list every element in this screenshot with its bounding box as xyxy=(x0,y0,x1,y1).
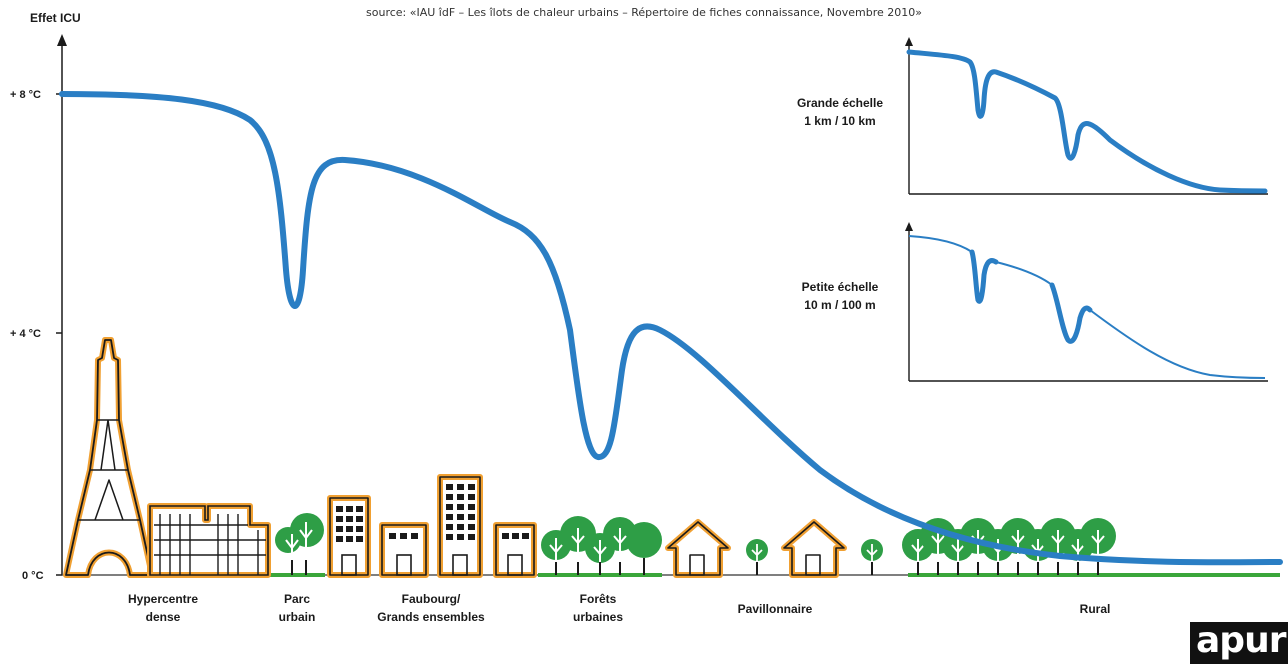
zone-labels: Hypercentre dense Parc urbain Faubourg/ … xyxy=(128,592,1110,624)
y-axis: Effet ICU + 8 °C + 4 °C 0 °C xyxy=(10,11,81,582)
zone-label-faubourg-1: Faubourg/ xyxy=(402,592,461,606)
inset-large-label-2: 1 km / 10 km xyxy=(804,114,875,128)
source-caption: source: «IAU îdF – Les îlots de chaleur … xyxy=(366,6,922,19)
zone-label-rural: Rural xyxy=(1080,602,1111,616)
inset-large-scale: Grande échelle 1 km / 10 km xyxy=(797,37,1268,195)
dense-blocks-icon xyxy=(147,503,271,578)
urban-forest-icon xyxy=(541,516,662,575)
inset-large-label-1: Grande échelle xyxy=(797,96,883,110)
tick-label-8: + 8 °C xyxy=(10,89,41,101)
inset-small-scale: Petite échelle 10 m / 100 m xyxy=(802,222,1268,382)
zone-label-parc-2: urbain xyxy=(279,610,316,624)
apur-logo: apur xyxy=(1190,622,1288,664)
park-tree-icon xyxy=(275,513,324,575)
main-icu-curve xyxy=(59,91,1283,566)
zone-label-pavillonnaire: Pavillonnaire xyxy=(738,602,813,616)
eiffel-tower-icon xyxy=(63,337,155,578)
zone-label-hypercentre-2: dense xyxy=(146,610,181,624)
tick-label-0: 0 °C xyxy=(22,570,44,582)
y-axis-title: Effet ICU xyxy=(30,11,81,25)
houses-icon xyxy=(665,519,883,578)
inset-large-curve xyxy=(906,49,1268,194)
zone-label-forets-2: urbaines xyxy=(573,610,623,624)
inset-small-label-2: 10 m / 100 m xyxy=(804,298,875,312)
rural-tree-icon xyxy=(1080,518,1116,575)
inset-small-label-1: Petite échelle xyxy=(802,280,879,294)
tick-label-4: + 4 °C xyxy=(10,328,41,340)
zone-label-forets-1: Forêts xyxy=(580,592,617,606)
zone-label-hypercentre-1: Hypercentre xyxy=(128,592,198,606)
zone-label-faubourg-2: Grands ensembles xyxy=(377,610,485,624)
zone-label-parc-1: Parc xyxy=(284,592,310,606)
faubourg-buildings-icon xyxy=(327,474,537,578)
